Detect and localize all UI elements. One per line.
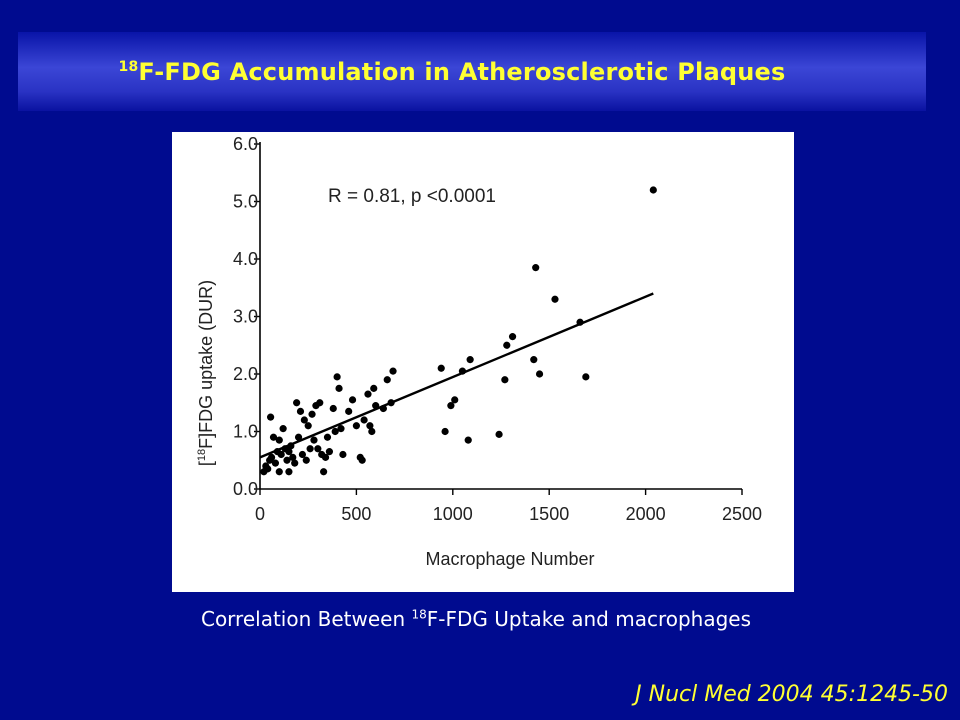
data-point [370,384,378,392]
x-tick-label: 2000 [626,504,666,524]
data-point [279,425,287,433]
y-tick-label: 1.0 [233,422,258,442]
data-point [289,453,297,461]
scatter-chart: 0 500 1000 1500 2000 2500 0.0 1.0 2.0 3.0 4.0 5.0 6.… [196,134,762,569]
data-point [275,468,283,476]
data-point [345,407,353,415]
data-point [291,459,299,467]
data-point [310,436,318,444]
data-point [535,370,544,378]
x-tick-label: 1000 [433,504,473,524]
data-point [441,427,449,436]
data-point [501,376,509,384]
chart-ticks: 0 500 1000 1500 2000 2500 0.0 1.0 2.0 3.0 4.0 5.0 6.… [233,134,762,524]
caption-pre: Correlation Between [200,607,412,631]
y-tick-label: 0.0 [233,479,258,499]
data-point [508,333,517,341]
chart-panel: 0 500 1000 1500 2000 2500 0.0 1.0 2.0 3.0 4.0 5.0 6.… [172,132,794,592]
chart-points [260,186,657,476]
x-tick-label: 1500 [529,504,569,524]
data-point [269,433,278,441]
data-point [447,402,455,410]
y-axis-label-post: F]FDG uptake (DUR) [196,280,216,449]
data-point [368,427,376,436]
data-point [551,295,559,303]
data-point [530,356,538,364]
y-tick-label: 4.0 [233,249,258,269]
caption-superscript: 18 [411,607,427,622]
data-point [352,422,360,430]
y-axis-label-sup: 18 [196,449,208,461]
data-point [267,413,275,421]
caption-post: F-FDG Uptake and macrophages [426,607,752,631]
data-point [283,456,291,464]
data-point [335,384,343,392]
data-point [271,459,280,467]
data-point [285,448,293,456]
data-point [296,407,305,415]
x-axis-label: Macrophage Number [425,549,594,569]
data-point [333,373,341,381]
data-point [277,450,285,459]
data-point [532,264,540,272]
data-point [275,436,283,444]
data-point [300,416,308,424]
y-tick-label: 6.0 [233,134,258,154]
data-point [331,427,339,436]
y-tick-label: 2.0 [233,364,258,384]
data-point [293,399,301,407]
data-point [316,399,324,407]
data-point [325,448,334,456]
data-point [320,468,328,476]
data-point [366,422,374,430]
data-point [464,436,472,444]
citation: J Nucl Med 2004 45:1245-50 [635,682,948,707]
data-point [389,367,397,375]
x-tick-label: 500 [341,504,371,524]
data-point [285,468,293,476]
data-point [321,453,330,461]
y-axis-label-pre: [ [196,461,216,466]
data-point [294,433,303,441]
y-tick-label: 3.0 [233,307,258,327]
data-point [582,373,590,381]
y-axis-label: [18F]FDG uptake (DUR) [196,280,216,466]
data-point [495,430,503,438]
title-superscript: 18 [118,58,139,75]
data-point [323,433,332,441]
regression-line [259,292,654,459]
data-point [358,456,366,464]
x-tick-label: 0 [255,504,265,524]
data-point [437,364,445,372]
data-point [329,404,337,413]
data-point [314,445,322,453]
title-bar: 18F-FDG Accumulation in Atherosclerotic … [18,32,926,111]
correlation-annotation: R = 0.81, p <0.0001 [328,186,496,207]
data-point [383,376,391,384]
chart-caption: Correlation Between 18F-FDG Uptake and m… [0,607,952,631]
data-point [264,465,272,473]
data-point [337,425,345,433]
data-point [364,390,372,398]
data-point [466,356,474,364]
data-point [298,450,307,459]
data-point [649,186,657,194]
data-point [304,422,312,430]
data-point [451,396,459,404]
data-point [267,453,276,461]
data-point [339,450,347,459]
data-point [348,396,357,404]
data-point [360,416,368,424]
data-point [308,410,316,418]
slide-title: 18F-FDG Accumulation in Atherosclerotic … [119,58,786,86]
x-tick-label: 2500 [722,504,762,524]
y-tick-label: 5.0 [233,192,258,212]
title-text: F-FDG Accumulation in Atherosclerotic Pl… [138,57,786,86]
data-point [302,456,310,464]
data-point [503,341,511,349]
data-point [306,445,314,453]
